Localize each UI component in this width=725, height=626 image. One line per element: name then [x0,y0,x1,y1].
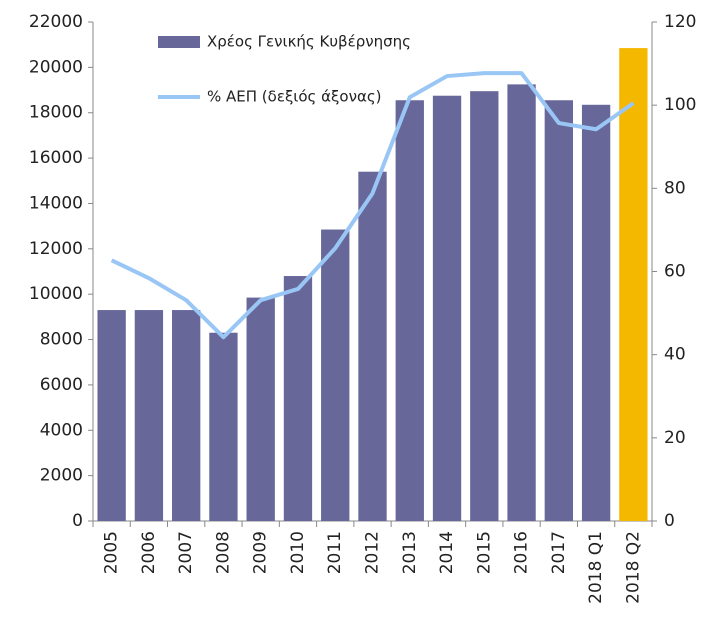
legend-label: Χρέος Γενικής Κυβέρνησης [207,33,411,51]
y-tick-label: 4000 [40,420,83,440]
y-tick-label: 16000 [29,148,83,168]
bar [321,229,350,521]
bar [246,297,275,521]
bar [395,100,424,522]
bar [544,100,573,522]
bar [97,310,126,521]
x-tick-label: 2016 [512,531,532,574]
x-tick-label: 2018 Q1 [586,531,606,604]
y2-tick-label: 0 [664,511,675,531]
x-tick-label: 2007 [176,531,196,574]
x-tick-label: 2015 [474,531,494,574]
bar [358,171,387,521]
x-tick-label: 2013 [400,531,420,574]
y2-tick-label: 80 [664,178,686,198]
x-tick-label: 2010 [288,531,308,574]
legend-swatch [158,36,200,48]
bar [134,310,164,521]
bar [432,95,462,521]
bar [172,310,201,521]
bar [507,84,536,521]
y-tick-label: 14000 [29,193,83,213]
legend-label: % ΑΕΠ (δεξιός άξονας) [207,88,382,106]
bar [619,48,648,521]
x-tick-label: 2009 [251,531,271,574]
y-tick-label: 18000 [29,103,83,123]
y-tick-label: 0 [72,511,83,531]
x-tick-label: 2014 [437,531,457,574]
y2-tick-label: 100 [664,95,696,115]
bar [581,104,611,521]
y2-tick-label: 60 [664,262,686,282]
y-tick-label: 10000 [29,284,83,304]
x-tick-label: 2012 [363,531,383,574]
x-tick-label: 2011 [325,531,345,574]
y-tick-label: 22000 [29,12,83,32]
y-tick-label: 20000 [29,57,83,77]
x-tick-label: 2018 Q2 [623,531,643,604]
bar [470,91,499,522]
y-tick-label: 12000 [29,239,83,259]
y-tick-label: 2000 [40,466,83,486]
x-tick-label: 2017 [549,531,569,574]
bar [283,276,313,521]
x-tick-label: 2005 [102,531,122,574]
y2-tick-label: 20 [664,428,686,448]
y2-tick-label: 40 [664,345,686,365]
y-tick-label: 6000 [40,375,83,395]
y-tick-label: 8000 [40,330,83,350]
bar [209,332,238,521]
x-tick-label: 2008 [213,531,233,574]
x-tick-label: 2006 [139,531,159,574]
y2-tick-label: 120 [664,12,696,32]
line [110,71,635,340]
